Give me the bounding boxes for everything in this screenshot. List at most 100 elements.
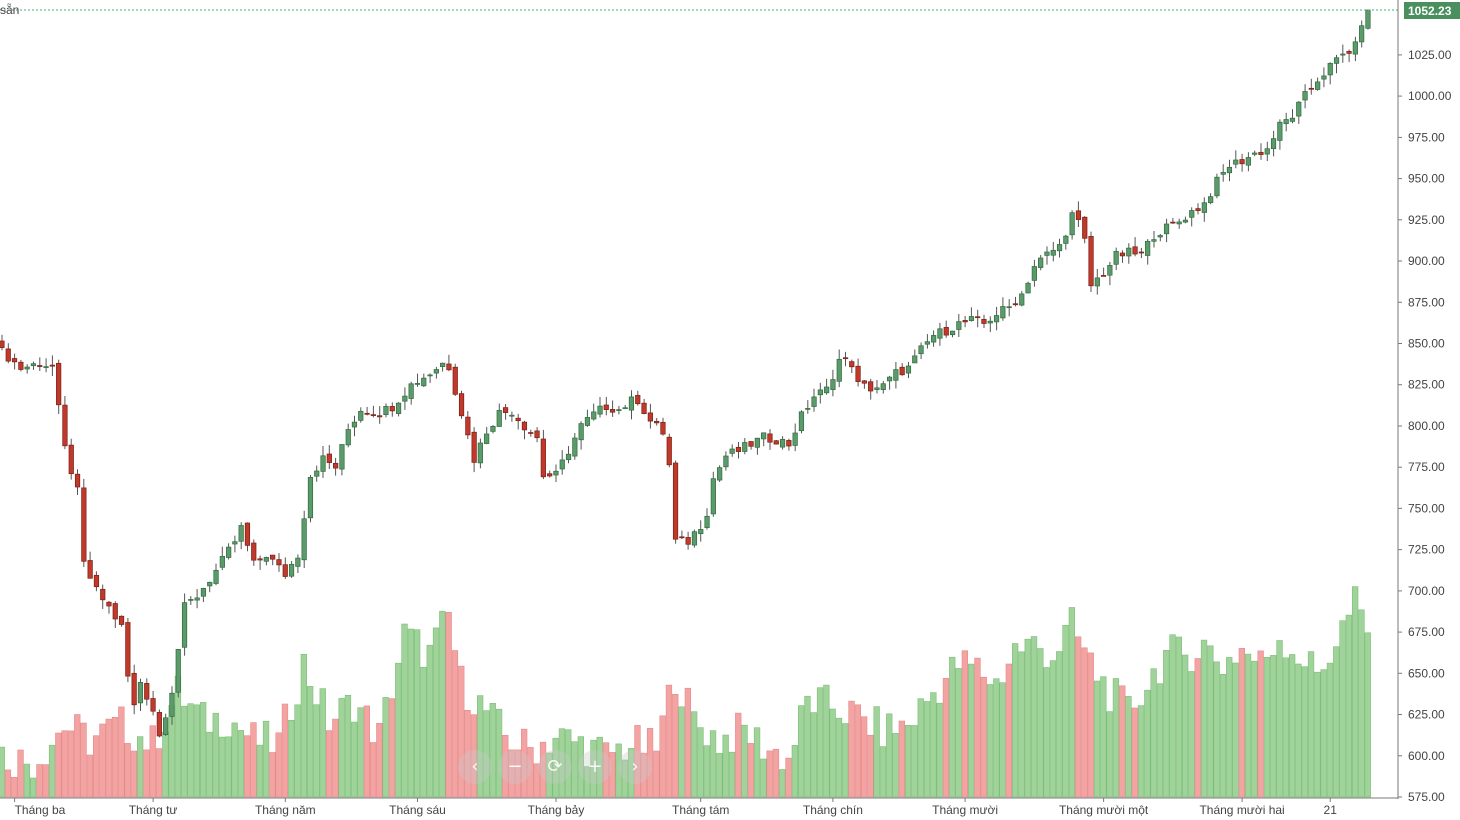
volume-bar xyxy=(1263,656,1271,798)
zoom-in-button[interactable]: + xyxy=(578,750,612,784)
candle xyxy=(654,420,660,424)
candle xyxy=(830,379,836,390)
volume-bar xyxy=(313,704,320,798)
volume-bar xyxy=(508,749,515,798)
volume-bar xyxy=(627,748,635,798)
volume-bar xyxy=(842,723,849,798)
volume-bar xyxy=(741,724,748,798)
volume-bar xyxy=(1251,660,1258,798)
volume-bar xyxy=(735,712,742,798)
volume-bar xyxy=(401,623,408,798)
candle xyxy=(1031,266,1037,281)
y-tick-label: 575.00 xyxy=(1408,790,1445,804)
candle xyxy=(1063,235,1069,244)
x-tick-label: Tháng sáu xyxy=(389,803,446,817)
volume-bar xyxy=(577,736,584,798)
candle xyxy=(691,531,698,546)
volume-bar xyxy=(105,718,112,798)
scroll-left-button[interactable]: ‹ xyxy=(458,750,492,784)
candle xyxy=(1000,306,1006,319)
volume-bar xyxy=(17,749,24,798)
volume-bar xyxy=(432,627,440,798)
y-tick-label: 725.00 xyxy=(1408,543,1445,557)
candle xyxy=(112,603,118,620)
volume-bar xyxy=(1194,658,1201,798)
candle xyxy=(87,560,93,579)
volume-bar xyxy=(596,736,603,798)
candle xyxy=(761,432,767,440)
volume-bar xyxy=(262,720,270,798)
candle xyxy=(43,366,49,368)
candle xyxy=(1220,172,1226,175)
candle xyxy=(748,441,754,447)
candle xyxy=(351,421,358,428)
candle xyxy=(18,361,24,370)
volume-bar xyxy=(1087,652,1094,798)
volume-bar xyxy=(269,752,276,798)
candle xyxy=(880,383,886,390)
candle xyxy=(547,473,553,477)
candle xyxy=(1296,101,1302,117)
volume-bar xyxy=(1068,607,1075,798)
candle xyxy=(1277,121,1283,141)
candle xyxy=(458,393,465,417)
candle xyxy=(836,358,842,382)
candle xyxy=(1044,251,1050,256)
candle xyxy=(729,448,735,454)
volume-bar xyxy=(1106,711,1113,798)
last-price-tag xyxy=(1404,2,1460,19)
volume-bar xyxy=(413,629,421,798)
candle xyxy=(704,515,710,528)
volume-bar xyxy=(162,731,169,798)
candle xyxy=(956,321,962,330)
candle xyxy=(1170,221,1176,224)
volume-bars xyxy=(0,586,1371,798)
volume-bar xyxy=(1345,614,1352,798)
candle xyxy=(49,364,55,367)
volume-bar xyxy=(520,728,528,798)
volume-bar xyxy=(244,735,251,798)
volume-bar xyxy=(514,749,521,798)
volume-bar xyxy=(1289,654,1296,798)
volume-bar xyxy=(382,697,389,798)
zoom-out-button[interactable]: − xyxy=(498,750,532,784)
scroll-right-button[interactable]: › xyxy=(618,750,652,784)
x-tick-label: Tháng bảy xyxy=(528,803,585,817)
candle xyxy=(0,340,5,348)
candle xyxy=(125,622,131,677)
candle xyxy=(5,348,11,362)
candle xyxy=(1006,306,1012,309)
volume-bar xyxy=(986,684,994,798)
volume-bar xyxy=(1307,651,1315,798)
candle xyxy=(811,396,817,407)
reset-button[interactable]: ⟳ xyxy=(538,750,572,784)
candle xyxy=(326,453,332,463)
volume-bar xyxy=(797,705,805,798)
volume-bar xyxy=(684,687,691,798)
candle xyxy=(163,717,169,735)
candle xyxy=(742,442,748,452)
volume-bar xyxy=(892,733,899,798)
volume-bar xyxy=(558,728,566,798)
volume-bar xyxy=(1049,660,1057,798)
volume-bar xyxy=(602,742,610,798)
candle xyxy=(509,414,515,417)
volume-bar xyxy=(835,717,843,798)
candle xyxy=(62,404,68,447)
y-tick-label: 625.00 xyxy=(1408,708,1445,722)
candle xyxy=(786,440,792,447)
candle xyxy=(1056,244,1063,252)
candle xyxy=(68,444,74,475)
candle xyxy=(1082,216,1088,239)
candle xyxy=(1025,282,1031,294)
volume-bar xyxy=(760,758,767,798)
x-tick-label: Tháng ba xyxy=(15,803,66,817)
volume-bar xyxy=(539,741,547,798)
volume-bar xyxy=(451,650,459,798)
candle xyxy=(1012,303,1019,306)
candle xyxy=(1365,9,1371,29)
volume-bar xyxy=(565,729,572,798)
volume-bar xyxy=(697,727,704,798)
chart-navigation: ‹ − ⟳ + › xyxy=(458,750,652,784)
candle xyxy=(987,320,993,324)
